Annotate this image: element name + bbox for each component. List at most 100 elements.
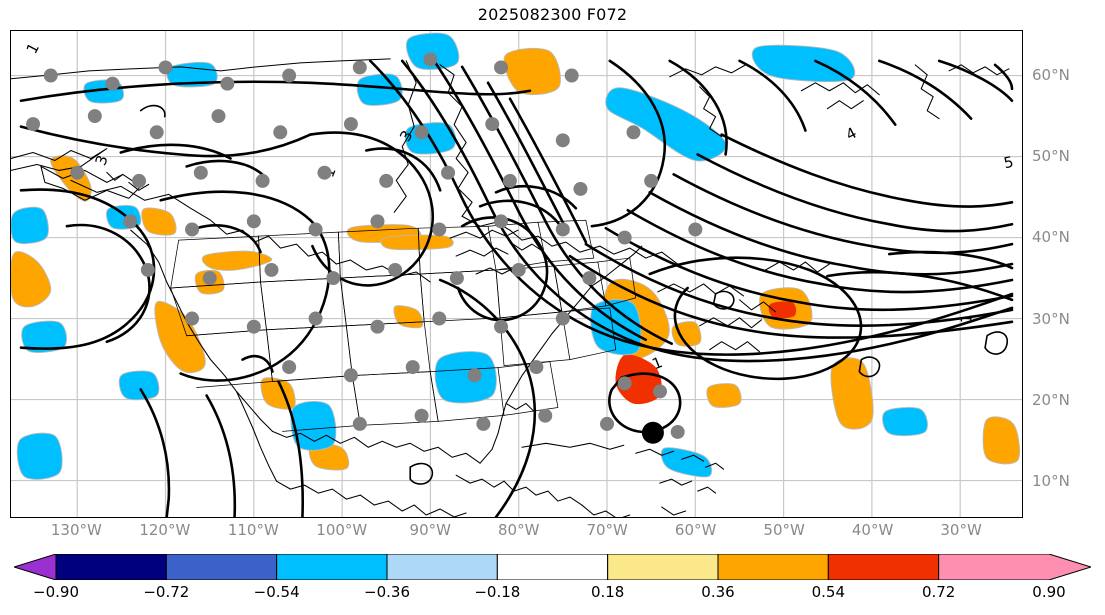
- longitude-tick-label: 100°W: [316, 521, 368, 539]
- colorbar-tick-label: −0.54: [253, 583, 300, 601]
- colorbar-tick-label: −0.18: [474, 583, 521, 601]
- anomaly-shading: [11, 32, 1020, 480]
- station-dot: [388, 262, 403, 277]
- storm-position-marker[interactable]: [641, 421, 664, 444]
- longitude-tick-label: 60°W: [674, 521, 717, 539]
- map-plot: 1 3 1 3 1 4 5 1: [11, 31, 1022, 517]
- colorbar-tick-label: 0.54: [811, 583, 846, 601]
- geography-outlines: [11, 58, 1010, 517]
- latitude-tick-label: 20°N: [1032, 391, 1070, 410]
- colorbar-segment[interactable]: [386, 554, 498, 580]
- station-dot: [149, 125, 164, 140]
- station-dot: [529, 360, 544, 375]
- shaded-anomaly-region: [201, 250, 273, 271]
- colorbar-tick-label: 0.18: [590, 583, 625, 601]
- station-dot: [582, 271, 597, 286]
- station-dot: [538, 408, 553, 423]
- station-dot: [555, 222, 570, 237]
- station-dot: [511, 262, 526, 277]
- station-dot: [441, 165, 456, 180]
- longitude-tick-label: 120°W: [139, 521, 191, 539]
- station-dot: [494, 319, 509, 334]
- station-dot: [70, 165, 85, 180]
- station-dot: [626, 125, 641, 140]
- station-dot: [326, 271, 341, 286]
- station-dot: [220, 76, 235, 91]
- colorbar-segment[interactable]: [165, 554, 278, 580]
- colorbar-segment[interactable]: [496, 554, 609, 580]
- station-dot: [502, 173, 517, 188]
- station-dot: [653, 384, 668, 399]
- station-dot: [308, 222, 323, 237]
- map-axes[interactable]: 1 3 1 3 1 4 5 1: [10, 30, 1023, 518]
- contour-label-4a: 4: [843, 124, 860, 144]
- shaded-anomaly-region: [830, 357, 874, 430]
- station-dot: [670, 424, 685, 439]
- shaded-anomaly-region: [290, 401, 337, 451]
- contour-label-1a: 1: [23, 40, 43, 57]
- longitude-tick-label: 30°W: [940, 521, 982, 539]
- colorbar-swatches: [14, 554, 1091, 580]
- station-dot: [282, 360, 297, 375]
- station-dot: [43, 68, 58, 83]
- station-dot: [352, 416, 367, 431]
- latitude-tick-label: 60°N: [1032, 65, 1070, 84]
- latitude-tick-label: 50°N: [1032, 147, 1070, 166]
- station-dot: [414, 408, 429, 423]
- station-dot: [211, 109, 226, 124]
- station-dot: [617, 230, 632, 245]
- longitude-tick-label: 130°W: [50, 521, 102, 539]
- station-dot: [449, 271, 464, 286]
- colorbar-segment[interactable]: [55, 554, 167, 580]
- colorbar-segment[interactable]: [938, 554, 1091, 580]
- shaded-anomaly-region: [405, 32, 460, 70]
- station-dot: [379, 173, 394, 188]
- station-dot: [494, 214, 509, 229]
- colorbar-segment[interactable]: [717, 554, 829, 580]
- station-dot: [573, 181, 588, 196]
- station-dot: [343, 117, 358, 132]
- station-dot: [123, 214, 138, 229]
- colorbar-segment[interactable]: [276, 554, 388, 580]
- colorbar[interactable]: [14, 554, 1091, 580]
- longitude-tick-label: 90°W: [409, 521, 451, 539]
- contour-label-5a: 5: [1002, 153, 1015, 173]
- station-dot: [405, 360, 420, 375]
- colorbar-segment[interactable]: [827, 554, 940, 580]
- station-dot: [370, 319, 385, 334]
- shaded-anomaly-region: [434, 351, 497, 404]
- station-dot: [600, 416, 615, 431]
- station-dot: [564, 68, 579, 83]
- chart-title: 2025082300 F072: [477, 5, 628, 24]
- shaded-anomaly-region: [380, 234, 454, 251]
- station-dot: [246, 319, 261, 334]
- station-dot: [494, 60, 509, 75]
- station-dot: [555, 133, 570, 148]
- colorbar-segment[interactable]: [607, 554, 719, 580]
- station-dot: [185, 222, 200, 237]
- latitude-tick-label: 30°N: [1032, 309, 1070, 328]
- station-dot: [308, 311, 323, 326]
- colorbar-tick-label: −0.90: [33, 583, 79, 601]
- station-dot: [617, 376, 632, 391]
- station-dot: [87, 109, 102, 124]
- station-dot: [246, 214, 261, 229]
- longitude-tick-label: 110°W: [227, 521, 279, 539]
- station-dot: [317, 165, 332, 180]
- station-dot: [273, 125, 288, 140]
- station-dot: [476, 416, 491, 431]
- shaded-anomaly-region: [706, 383, 742, 408]
- station-dot: [432, 222, 447, 237]
- shaded-anomaly-region: [141, 207, 177, 236]
- station-dot: [423, 52, 438, 67]
- station-dot: [644, 173, 659, 188]
- longitude-tick-label: 50°W: [763, 521, 805, 539]
- colorbar-tick-label: −0.72: [143, 583, 190, 601]
- station-dot: [264, 262, 279, 277]
- station-dot: [414, 125, 429, 140]
- shaded-anomaly-region: [615, 354, 662, 405]
- longitude-tick-label: 80°W: [497, 521, 540, 539]
- station-dot: [352, 60, 367, 75]
- colorbar-tick-label: 0.36: [701, 583, 735, 601]
